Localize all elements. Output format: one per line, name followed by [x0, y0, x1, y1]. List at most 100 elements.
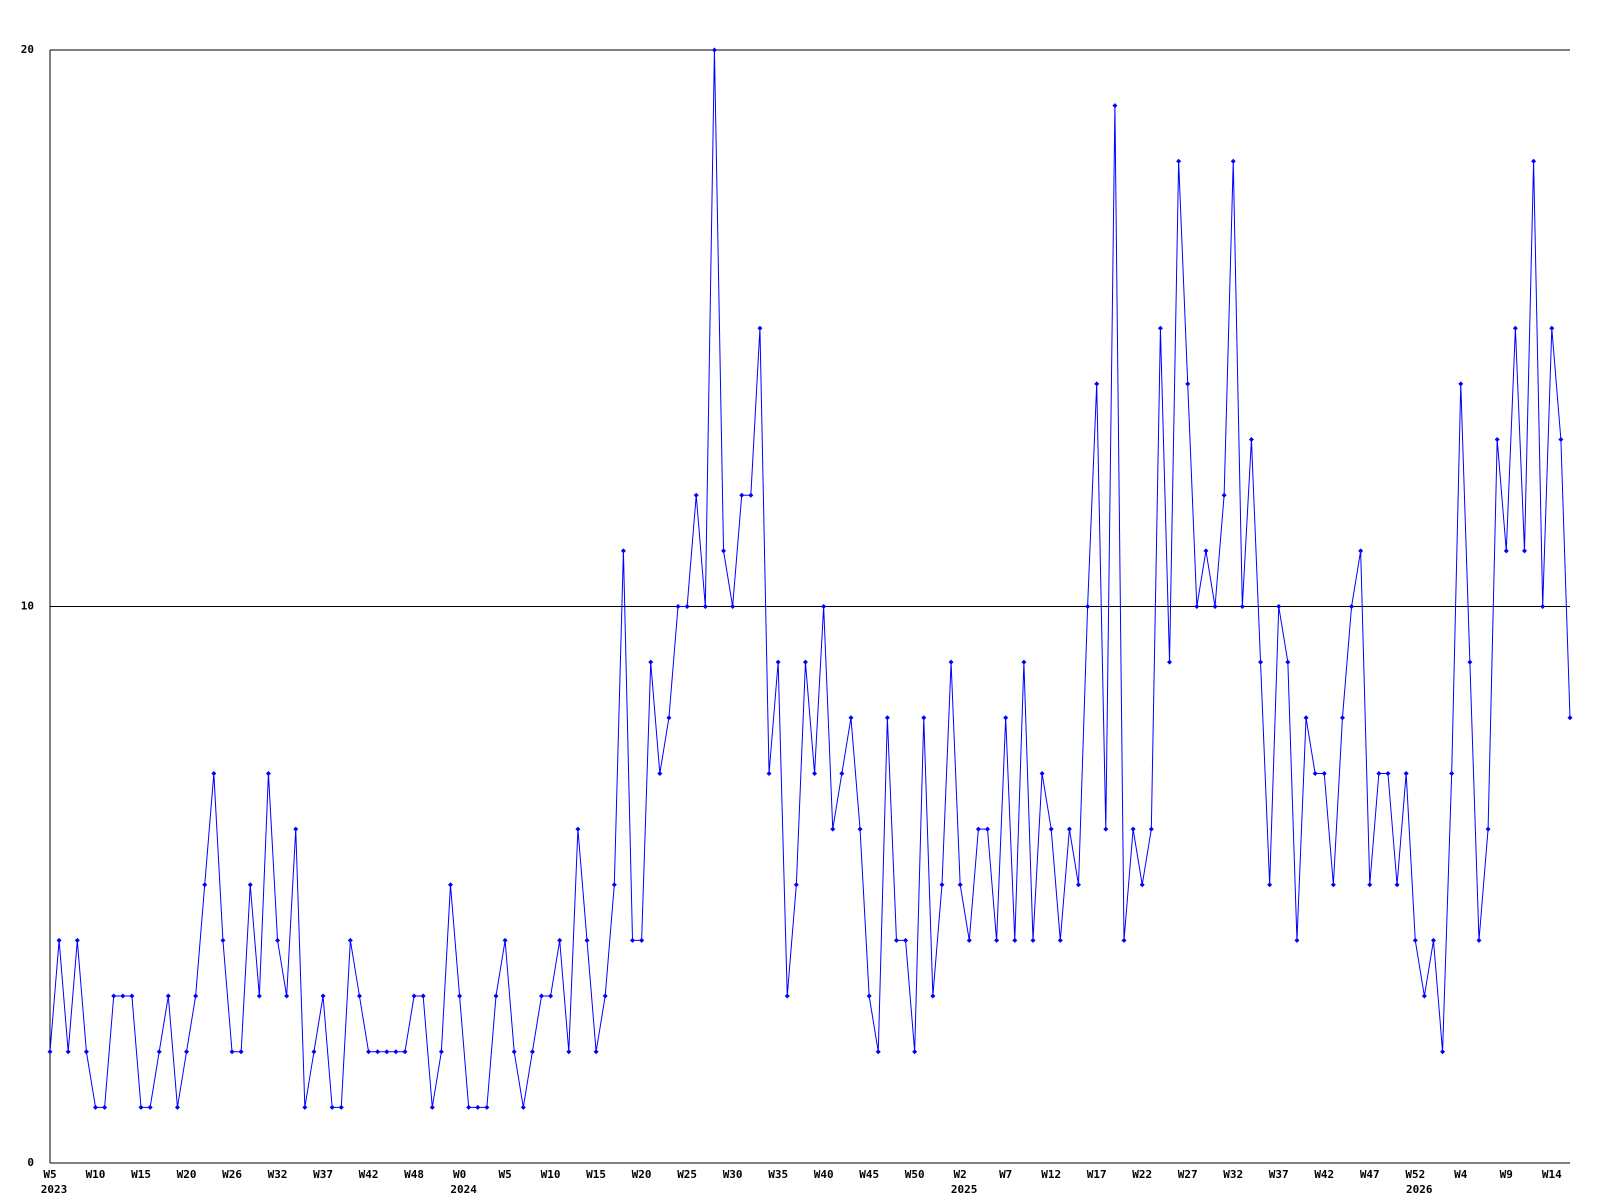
- marker: [721, 548, 727, 554]
- x-tick-label: W37: [1269, 1168, 1289, 1181]
- y-tick-label: 0: [27, 1156, 34, 1169]
- marker: [211, 770, 217, 776]
- marker: [1512, 325, 1518, 331]
- marker: [265, 770, 271, 776]
- marker: [821, 604, 827, 609]
- marker: [511, 1049, 517, 1055]
- marker: [739, 492, 745, 498]
- marker: [111, 993, 117, 999]
- marker: [1230, 158, 1236, 164]
- marker: [220, 937, 226, 943]
- x-tick-label: W15: [586, 1168, 606, 1181]
- marker: [657, 770, 663, 776]
- marker: [247, 882, 253, 888]
- x-tick-label: W5: [498, 1168, 511, 1181]
- marker: [693, 492, 699, 498]
- marker: [730, 604, 736, 609]
- marker: [1148, 826, 1154, 832]
- marker: [502, 937, 508, 943]
- marker: [830, 826, 836, 832]
- marker: [1385, 770, 1391, 776]
- marker: [1176, 158, 1182, 164]
- marker: [1376, 770, 1382, 776]
- x-tick-label: W52: [1405, 1168, 1425, 1181]
- marker: [1212, 604, 1218, 609]
- marker: [238, 1049, 244, 1055]
- marker: [1094, 381, 1100, 387]
- x-tick-label: W10: [541, 1168, 561, 1181]
- marker: [83, 1049, 89, 1055]
- x-tick-label: W32: [1223, 1168, 1243, 1181]
- marker: [893, 937, 899, 943]
- marker: [1412, 937, 1418, 943]
- marker: [548, 993, 554, 999]
- marker: [1449, 770, 1455, 776]
- marker: [1076, 882, 1082, 888]
- marker: [1349, 604, 1355, 609]
- marker: [347, 937, 353, 943]
- marker: [1085, 604, 1091, 609]
- marker: [557, 937, 563, 943]
- marker: [1121, 937, 1127, 943]
- marker: [1203, 548, 1209, 554]
- marker: [320, 993, 326, 999]
- marker: [1066, 826, 1072, 832]
- marker: [775, 659, 781, 665]
- marker: [1303, 715, 1309, 721]
- marker: [666, 715, 672, 721]
- year-label: 2026: [1406, 1183, 1433, 1196]
- marker: [1558, 437, 1564, 443]
- marker: [356, 993, 362, 999]
- marker: [648, 659, 654, 665]
- x-tick-label: W35: [768, 1168, 788, 1181]
- marker: [1531, 158, 1537, 164]
- marker: [1030, 937, 1036, 943]
- marker: [575, 826, 581, 832]
- marker: [457, 993, 463, 999]
- marker: [1048, 826, 1054, 832]
- marker: [584, 937, 590, 943]
- x-tick-label: W20: [632, 1168, 652, 1181]
- marker: [757, 325, 763, 331]
- marker: [529, 1049, 535, 1055]
- marker: [939, 882, 945, 888]
- x-tick-label: W40: [814, 1168, 834, 1181]
- marker: [1339, 715, 1345, 721]
- year-label: 2025: [951, 1183, 978, 1196]
- marker: [966, 937, 972, 943]
- x-tick-label: W25: [677, 1168, 697, 1181]
- x-tick-label: W42: [1314, 1168, 1334, 1181]
- marker: [284, 993, 290, 999]
- marker: [812, 770, 818, 776]
- marker: [839, 770, 845, 776]
- marker: [1540, 604, 1546, 609]
- marker: [593, 1049, 599, 1055]
- marker: [857, 826, 863, 832]
- marker: [1485, 826, 1491, 832]
- x-tick-label: W22: [1132, 1168, 1152, 1181]
- x-tick-label: W17: [1087, 1168, 1107, 1181]
- marker: [1358, 548, 1364, 554]
- marker: [875, 1049, 881, 1055]
- x-tick-label: W50: [905, 1168, 925, 1181]
- marker: [1012, 937, 1018, 943]
- marker: [675, 604, 681, 609]
- marker: [56, 937, 62, 943]
- marker: [848, 715, 854, 721]
- marker: [429, 1104, 435, 1110]
- marker: [65, 1049, 71, 1055]
- marker: [711, 47, 717, 53]
- marker: [1103, 826, 1109, 832]
- y-tick-label: 20: [21, 43, 34, 56]
- marker: [921, 715, 927, 721]
- marker: [1330, 882, 1336, 888]
- line: [49, 49, 1571, 1108]
- marker: [438, 1049, 444, 1055]
- marker: [1021, 659, 1027, 665]
- marker: [1549, 325, 1555, 331]
- marker: [1039, 770, 1045, 776]
- x-tick-label: W0: [453, 1168, 466, 1181]
- marker: [256, 993, 262, 999]
- marker: [912, 1049, 918, 1055]
- marker: [375, 1049, 381, 1055]
